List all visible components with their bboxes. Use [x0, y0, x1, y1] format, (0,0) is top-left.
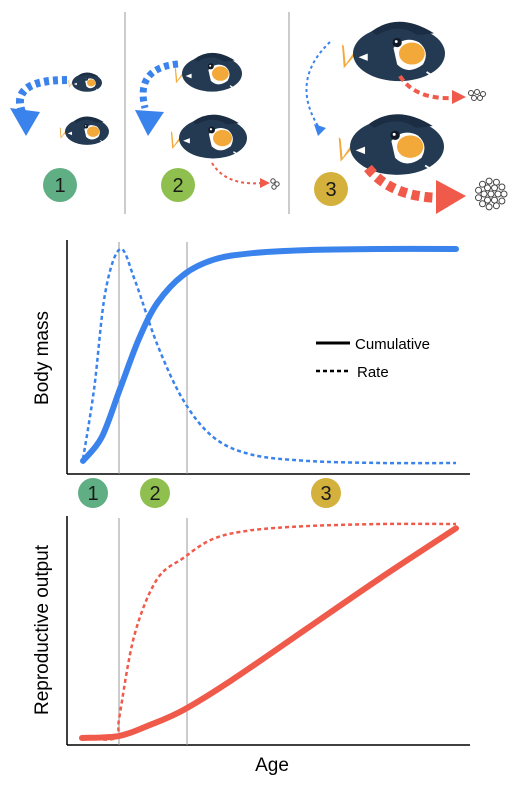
eggs-icon [475, 177, 508, 211]
y-axis-label: Reproductive output [32, 544, 53, 715]
rate-series-line [81, 522, 457, 741]
fish-icon [68, 72, 103, 93]
fish-icon [59, 116, 110, 146]
fish-icon [341, 20, 446, 83]
reproduction-arrow [398, 74, 456, 101]
growth-arrowhead [135, 110, 164, 136]
eggs-icon [468, 89, 486, 101]
growth-arrowhead [314, 124, 326, 136]
x-axis-label: Age [255, 755, 289, 776]
legend-rate-label: Rate [357, 364, 389, 381]
reproductive-output-chart: Reproductive output Age [32, 516, 470, 776]
rate-series-line [81, 247, 457, 465]
legend: Cumulative Rate [316, 336, 430, 381]
reproduction-arrowhead [452, 90, 466, 104]
reproduction-arrow [364, 164, 445, 203]
reproduction-arrowhead [260, 178, 270, 188]
stage-badge-2: 2 [161, 168, 195, 202]
stage-3-illustration [305, 20, 508, 214]
svg-text:1: 1 [87, 483, 98, 505]
growth-arrow [139, 60, 179, 109]
svg-text:2: 2 [149, 483, 160, 505]
stage-1-illustration [10, 72, 110, 146]
stage-illustrations: 1 2 3 [10, 12, 508, 214]
growth-arrow [16, 76, 68, 114]
svg-text:1: 1 [54, 175, 65, 197]
fish-icon [337, 113, 445, 176]
eggs-icon [270, 178, 280, 190]
reproduction-arrowhead [436, 180, 466, 214]
stage-badge-3: 3 [311, 478, 341, 508]
cumulative-series-line [80, 245, 459, 464]
svg-text:3: 3 [325, 179, 336, 201]
svg-text:2: 2 [172, 175, 183, 197]
stage-badge-3: 3 [314, 172, 348, 206]
y-axis-label: Body mass [32, 311, 53, 405]
stage-badge-2: 2 [140, 478, 170, 508]
legend-cumulative-label: Cumulative [355, 336, 430, 353]
stage-badge-1: 1 [43, 168, 77, 202]
fish-icon [174, 52, 243, 93]
growth-arrowhead [10, 108, 40, 136]
fish-icon [170, 113, 248, 160]
body-mass-chart: Body mass Cumulative Rate [32, 240, 470, 475]
cumulative-series-line [79, 525, 459, 741]
svg-text:3: 3 [320, 483, 331, 505]
growth-arrow [305, 41, 331, 127]
stage-badge-1: 1 [78, 478, 108, 508]
stage-2-illustration [135, 52, 280, 190]
reproduction-arrow [211, 162, 263, 185]
